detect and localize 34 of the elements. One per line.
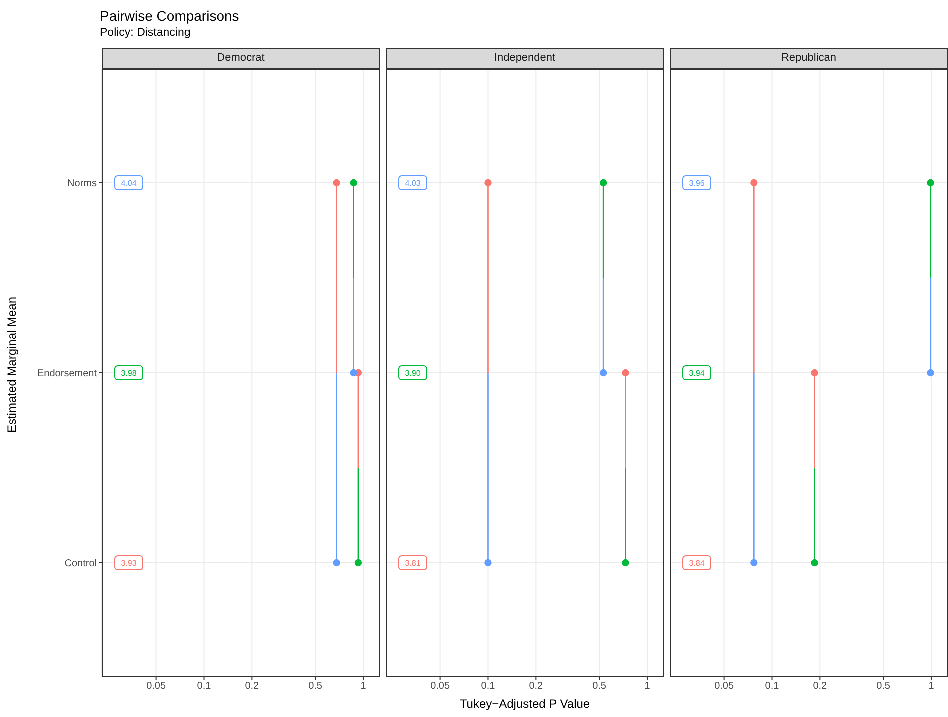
y-axis-title: Estimated Marginal Mean [5, 296, 19, 436]
chart-title: Republican [670, 48, 948, 69]
x-tick-label: 0.5 [308, 681, 323, 692]
y-tick-label: Norms [68, 178, 97, 190]
x-tick-label: 0.1 [197, 681, 212, 692]
x-tick-label: 0.1 [765, 681, 780, 692]
x-tick-label: 1 [928, 681, 935, 692]
x-tick-label: 0.2 [529, 681, 544, 692]
annotation: 3.98 [121, 369, 138, 378]
annotation: 3.84 [689, 559, 706, 568]
annotation: 3.81 [405, 559, 422, 568]
annotation: 3.90 [405, 369, 422, 378]
x-tick-label: 0.5 [876, 681, 891, 692]
x-axis-title: Tukey−Adjusted P Value [458, 697, 592, 711]
x-tick-label: 0.05 [146, 681, 166, 692]
chart-title: Democrat [102, 48, 380, 69]
y-tick-label: Endorsement [38, 368, 98, 380]
x-tick-label: 0.05 [430, 681, 450, 692]
chart-title: Independent [386, 48, 664, 69]
x-tick-label: 0.05 [714, 681, 734, 692]
text: Pairwise Comparisons [100, 7, 240, 25]
annotation: 4.04 [121, 179, 138, 188]
text: Policy: Distancing [100, 26, 192, 41]
annotation: 3.93 [121, 559, 138, 568]
x-tick-label: 0.1 [481, 681, 496, 692]
annotation: 3.96 [689, 179, 706, 188]
x-tick-label: 1 [360, 681, 367, 692]
x-tick-label: 0.2 [813, 681, 828, 692]
annotation: 4.03 [405, 179, 422, 188]
y-tick-label: Control [64, 558, 97, 570]
x-tick-label: 0.5 [592, 681, 607, 692]
x-tick-label: 0.2 [245, 681, 260, 692]
x-tick-label: 1 [644, 681, 651, 692]
annotation: 3.94 [689, 369, 706, 378]
